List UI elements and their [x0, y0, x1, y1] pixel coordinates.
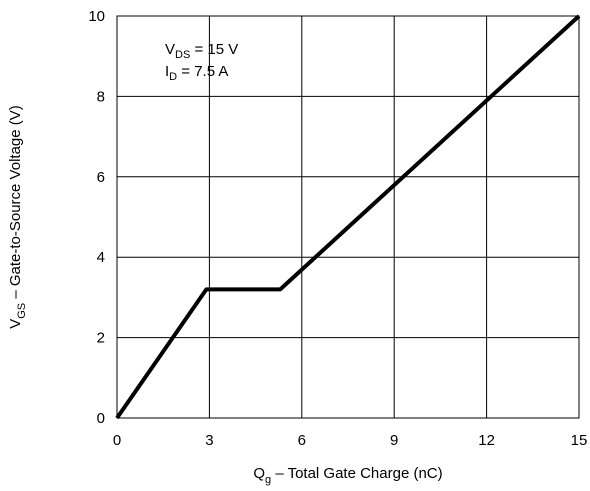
y-tick-label: 10	[88, 8, 105, 25]
y-tick-label: 8	[97, 88, 105, 105]
x-tick-label: 12	[478, 432, 495, 449]
annotation-id: ID = 7.5 A	[165, 63, 228, 83]
x-tick-label: 15	[571, 432, 588, 449]
x-tick-label: 0	[113, 432, 121, 449]
plot-area	[116, 15, 580, 419]
x-tick-label: 3	[205, 432, 213, 449]
y-tick-label: 2	[97, 330, 105, 347]
y-axis-label: VGS – Gate-to-Source Voltage (V)	[7, 105, 28, 329]
y-tick-label: 4	[97, 249, 105, 266]
x-tick-label: 9	[390, 432, 398, 449]
annotation-vds: VDS = 15 V	[165, 41, 238, 61]
y-tick-label: 0	[97, 410, 105, 427]
x-axis-ticks: 0 3 6 9 12 15	[113, 432, 588, 449]
x-axis-label: Qg – Total Gate Charge (nC)	[253, 465, 442, 486]
y-axis-ticks: 0 2 4 6 8 10	[88, 8, 105, 427]
x-tick-label: 6	[298, 432, 306, 449]
series-line-0	[115, 14, 581, 420]
y-tick-label: 6	[97, 169, 105, 186]
series-layer	[115, 14, 581, 420]
